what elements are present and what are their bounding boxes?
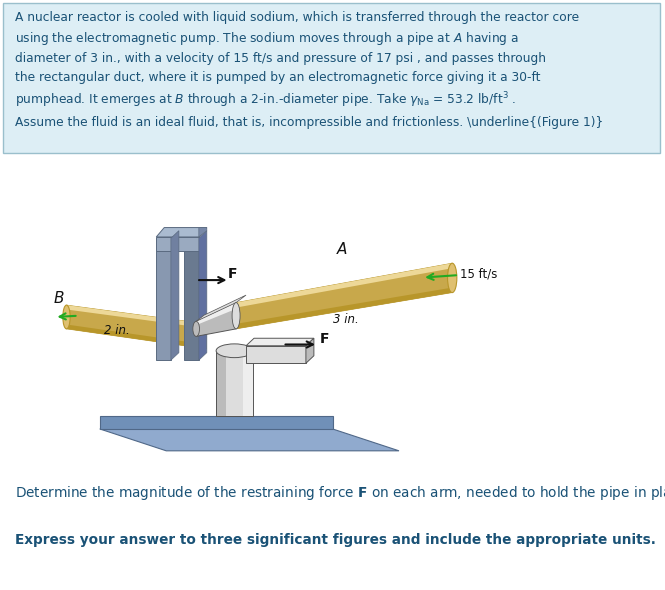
Polygon shape xyxy=(171,231,179,360)
Ellipse shape xyxy=(232,303,240,329)
Polygon shape xyxy=(246,338,314,346)
Text: Express your answer to three significant figures and include the appropriate uni: Express your answer to three significant… xyxy=(15,533,656,547)
Polygon shape xyxy=(236,287,452,329)
Polygon shape xyxy=(236,263,452,329)
Text: $\mathbf{F}$: $\mathbf{F}$ xyxy=(319,333,330,346)
Polygon shape xyxy=(66,305,206,349)
Text: 3 in.: 3 in. xyxy=(333,313,358,326)
Polygon shape xyxy=(243,350,253,417)
Polygon shape xyxy=(306,338,314,363)
Ellipse shape xyxy=(216,344,253,358)
Polygon shape xyxy=(100,429,399,451)
Text: A nuclear reactor is cooled with liquid sodium, which is transferred through the: A nuclear reactor is cooled with liquid … xyxy=(15,11,603,129)
Text: 15 ft/s: 15 ft/s xyxy=(460,267,497,280)
Polygon shape xyxy=(199,228,207,237)
Text: 2 in.: 2 in. xyxy=(104,324,129,337)
Polygon shape xyxy=(246,346,306,363)
Text: $A$: $A$ xyxy=(336,241,348,257)
Polygon shape xyxy=(216,350,226,417)
Polygon shape xyxy=(66,305,206,328)
Polygon shape xyxy=(156,237,199,251)
Text: Determine the magnitude of the restraining force $\mathbf{F}$ on each arm, neede: Determine the magnitude of the restraini… xyxy=(15,484,665,502)
Polygon shape xyxy=(196,295,246,322)
Ellipse shape xyxy=(448,263,457,293)
Polygon shape xyxy=(226,350,243,417)
Polygon shape xyxy=(184,238,199,360)
Polygon shape xyxy=(156,228,207,237)
Text: $\mathbf{F}$: $\mathbf{F}$ xyxy=(227,267,238,281)
Text: $B$: $B$ xyxy=(53,290,65,306)
Polygon shape xyxy=(196,303,236,325)
Polygon shape xyxy=(199,231,207,360)
Ellipse shape xyxy=(193,322,200,336)
Polygon shape xyxy=(196,303,236,336)
Polygon shape xyxy=(66,324,206,349)
Ellipse shape xyxy=(63,305,70,329)
Bar xyxy=(216,350,253,417)
Polygon shape xyxy=(156,238,171,360)
Polygon shape xyxy=(100,417,332,429)
Polygon shape xyxy=(236,263,452,307)
